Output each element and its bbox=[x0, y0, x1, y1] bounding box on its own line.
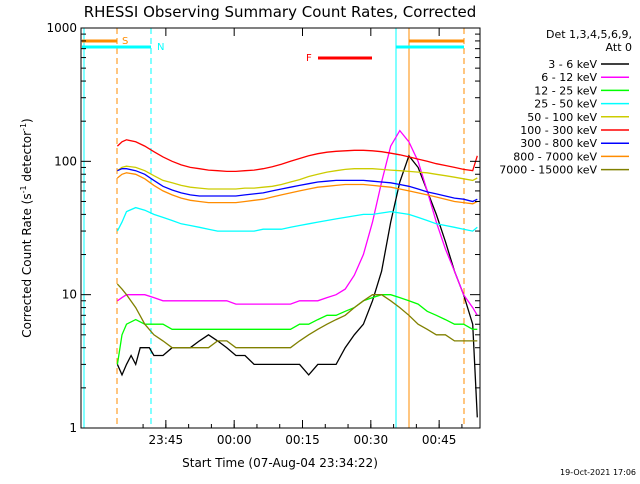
legend-label-1: 6 - 12 keV bbox=[541, 71, 597, 84]
y-axis-label: Corrected Count Rate (s-1 detector-1) bbox=[19, 118, 34, 337]
y-axis-label-sup2: -1 bbox=[19, 123, 28, 131]
y-axis-label-middle: detector bbox=[20, 131, 34, 186]
series-line-1 bbox=[117, 129, 478, 316]
chart-title: RHESSI Observing Summary Count Rates, Co… bbox=[84, 3, 477, 21]
series-line-3 bbox=[116, 206, 478, 232]
x-tick-label-0: 23:45 bbox=[149, 433, 184, 447]
y-tick-label-3: 1000 bbox=[46, 21, 77, 35]
series-line-5 bbox=[116, 139, 478, 173]
plot-frame bbox=[80, 27, 481, 429]
series-line-7 bbox=[116, 172, 478, 205]
legend-label-6: 300 - 800 keV bbox=[520, 137, 597, 150]
legend-header-line2: Att 0 bbox=[606, 41, 632, 54]
plot-timestamp: 19-Oct-2021 17:06 bbox=[560, 468, 636, 477]
marker-s-label: S bbox=[122, 36, 128, 47]
series-line-4 bbox=[117, 165, 478, 190]
x-tick-label-1: 00:00 bbox=[217, 433, 252, 447]
x-tick-label-3: 00:30 bbox=[354, 433, 389, 447]
legend-label-0: 3 - 6 keV bbox=[548, 58, 597, 71]
y-tick-label-0: 1 bbox=[69, 421, 77, 435]
legend-label-3: 25 - 50 keV bbox=[534, 98, 597, 111]
series-line-8 bbox=[116, 283, 478, 349]
plot-area: S N F 23:45 00:00 00:15 00:30 00:45 1 10 100 1000 bbox=[46, 21, 481, 447]
x-axis-label: Start Time (07-Aug-04 23:34:22) bbox=[182, 456, 378, 470]
legend-label-8: 7000 - 15000 keV bbox=[499, 164, 597, 177]
marker-n-label: N bbox=[157, 42, 164, 53]
x-tick-label-4: 00:45 bbox=[422, 433, 457, 447]
y-tick-label-2: 100 bbox=[54, 154, 77, 168]
legend-label-2: 12 - 25 keV bbox=[534, 84, 597, 97]
y-tick-label-1: 10 bbox=[62, 288, 77, 302]
y-axis-label-main: Corrected Count Rate (s bbox=[20, 193, 34, 337]
series-line-6 bbox=[117, 168, 478, 203]
series-line-0 bbox=[116, 154, 478, 418]
y-axis-label-close: ) bbox=[20, 118, 34, 123]
legend-label-4: 50 - 100 keV bbox=[527, 111, 597, 124]
legend-label-7: 800 - 7000 keV bbox=[513, 150, 597, 163]
legend-header-line1: Det 1,3,4,5,6,9, bbox=[546, 28, 632, 41]
marker-f-label: F bbox=[306, 53, 312, 64]
x-tick-label-2: 00:15 bbox=[285, 433, 320, 447]
legend-label-5: 100 - 300 keV bbox=[520, 124, 597, 137]
y-axis-label-sup1: -1 bbox=[19, 185, 28, 193]
series-group bbox=[116, 129, 478, 418]
series-line-2 bbox=[116, 294, 478, 365]
